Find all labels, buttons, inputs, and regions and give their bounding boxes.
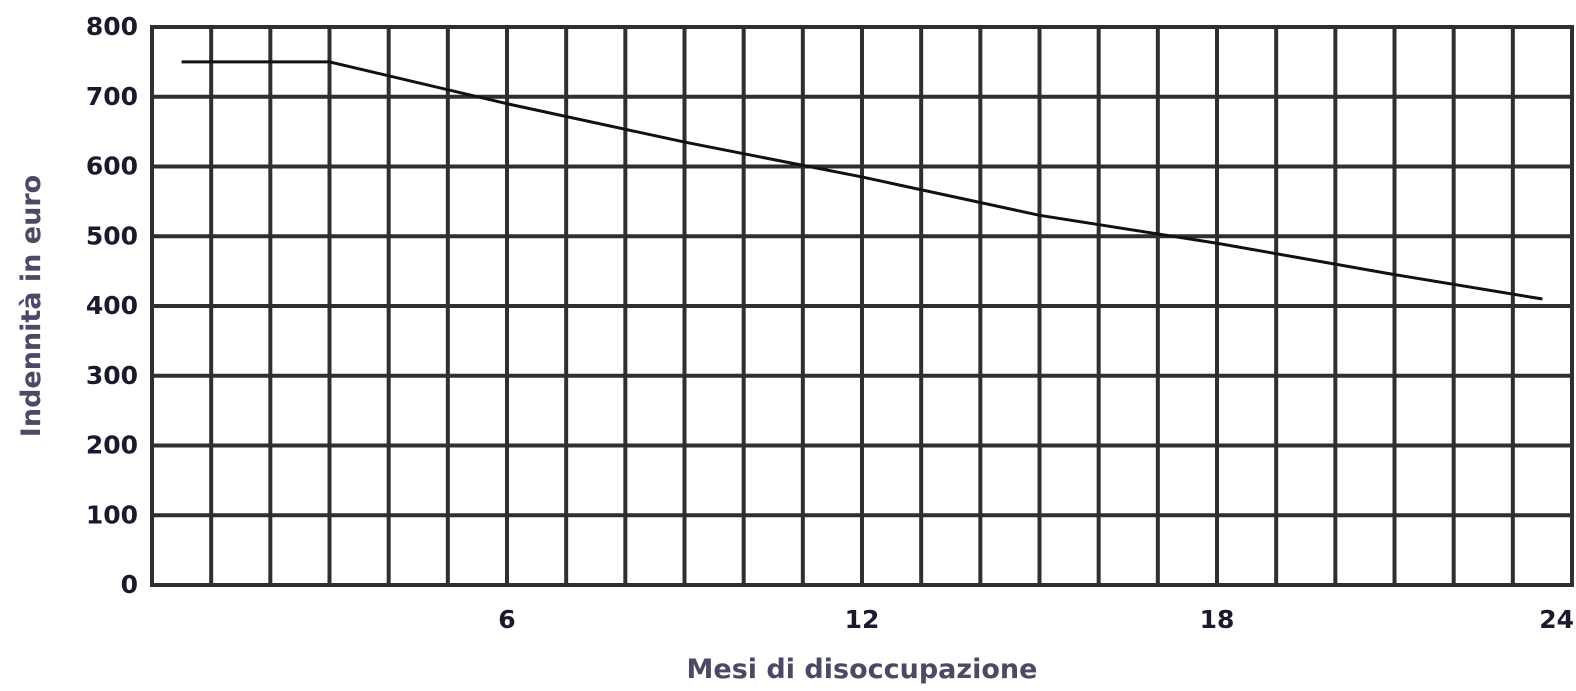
x-tick-label: 18: [1200, 605, 1235, 634]
y-tick-label: 100: [86, 500, 138, 529]
x-tick-label: 12: [845, 605, 880, 634]
y-axis-title: Indennità in euro: [16, 175, 47, 437]
series-line: [181, 60, 1543, 301]
series: [181, 60, 1543, 301]
plot-frame: [150, 25, 1574, 587]
y-tick-label: 500: [86, 221, 138, 250]
y-tick-label: 0: [121, 570, 138, 599]
y-tick-label: 700: [86, 82, 138, 111]
y-tick-label: 300: [86, 361, 138, 390]
x-axis-title: Mesi di disoccupazione: [687, 654, 1038, 685]
grid: [152, 27, 1572, 585]
x-tick-label: 24: [1539, 605, 1574, 634]
y-tick-label: 200: [86, 431, 138, 460]
x-axis-ticks: 6 12 18 24: [498, 605, 1574, 634]
y-tick-label: 800: [86, 12, 138, 41]
y-axis-ticks: 0 100 200 300 400 500 600 700 800: [86, 12, 138, 599]
y-tick-label: 400: [86, 291, 138, 320]
x-tick-label: 6: [498, 605, 515, 634]
y-tick-label: 600: [86, 152, 138, 181]
